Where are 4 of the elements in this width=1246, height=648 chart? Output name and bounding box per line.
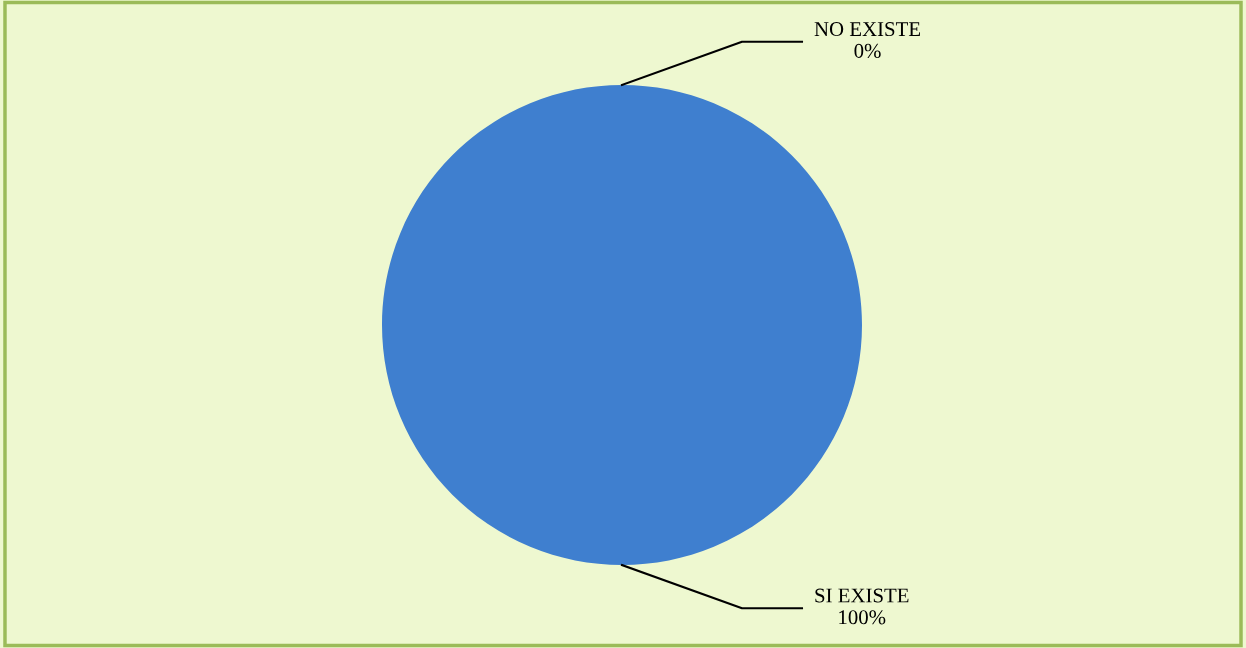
category-label: NO EXISTE	[814, 22, 921, 37]
text: 0%	[854, 43, 881, 58]
slice-label: SI EXISTE	[815, 588, 909, 603]
data-label: 100%	[839, 610, 886, 625]
